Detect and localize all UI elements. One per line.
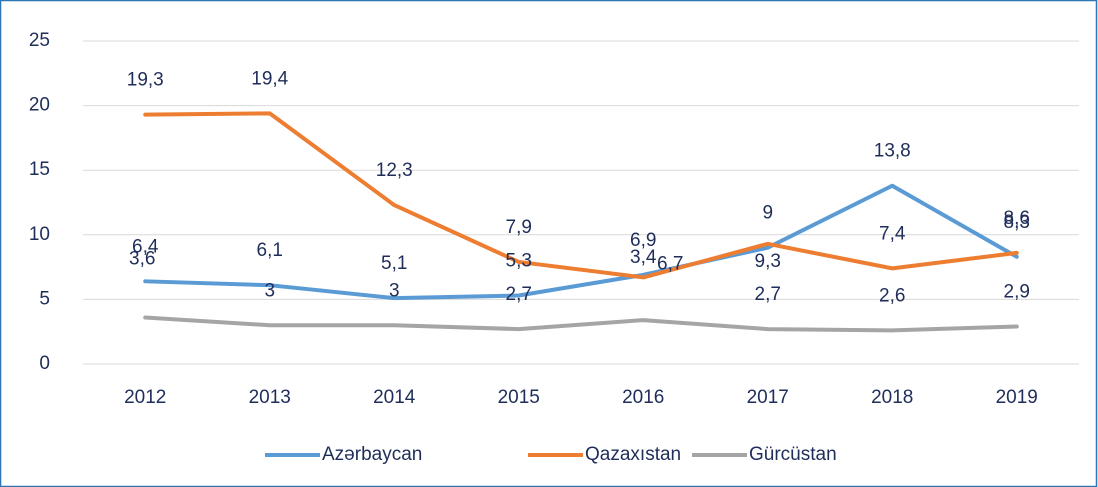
data-label: 2,7 [755, 284, 781, 305]
x-tick-label: 2016 [622, 387, 664, 408]
data-label: 6,7 [657, 253, 683, 274]
data-label: 8,6 [1004, 208, 1030, 229]
x-tick-label: 2014 [373, 387, 416, 408]
data-label: 13,8 [874, 141, 911, 162]
data-label: 2,6 [879, 285, 905, 306]
data-label: 3 [389, 280, 400, 301]
data-label: 2,7 [506, 284, 532, 305]
data-label: 3,4 [630, 247, 657, 268]
y-tick-label: 5 [39, 288, 50, 309]
x-tick-label: 2019 [996, 387, 1038, 408]
x-tick-label: 2012 [124, 387, 166, 408]
y-tick-label: 25 [29, 30, 50, 51]
x-tick-label: 2015 [498, 387, 540, 408]
data-label: 7,4 [879, 223, 906, 244]
legend-label: Gürcüstan [749, 444, 837, 465]
data-label: 5,3 [506, 251, 532, 272]
data-label: 3 [264, 280, 275, 301]
x-tick-label: 2017 [747, 387, 789, 408]
data-label: 9,3 [755, 251, 781, 272]
data-label: 19,4 [251, 68, 288, 89]
y-tick-label: 20 [29, 95, 50, 116]
data-label: 2,9 [1004, 282, 1030, 303]
data-label: 8,3 [1004, 212, 1030, 233]
data-label: 7,9 [506, 217, 532, 238]
data-label: 5,1 [381, 253, 407, 274]
data-label: 19,3 [127, 70, 164, 91]
data-label: 6,1 [257, 240, 283, 261]
series-line [143, 315, 1019, 333]
legend-label: Qazaxıstan [585, 444, 681, 465]
series-line [143, 183, 1019, 301]
x-tick-label: 2013 [249, 387, 291, 408]
legend-label: Azərbaycan [322, 444, 422, 465]
y-tick-label: 0 [39, 353, 50, 374]
data-label: 9 [762, 203, 773, 224]
data-label: 12,3 [376, 160, 413, 181]
series-line [143, 111, 1019, 280]
x-tick-label: 2018 [871, 387, 913, 408]
y-tick-label: 10 [29, 224, 50, 245]
data-label: 6,9 [630, 230, 656, 251]
data-label: 3,6 [129, 249, 155, 270]
y-tick-label: 15 [29, 159, 50, 180]
data-label: 6,4 [132, 236, 159, 257]
